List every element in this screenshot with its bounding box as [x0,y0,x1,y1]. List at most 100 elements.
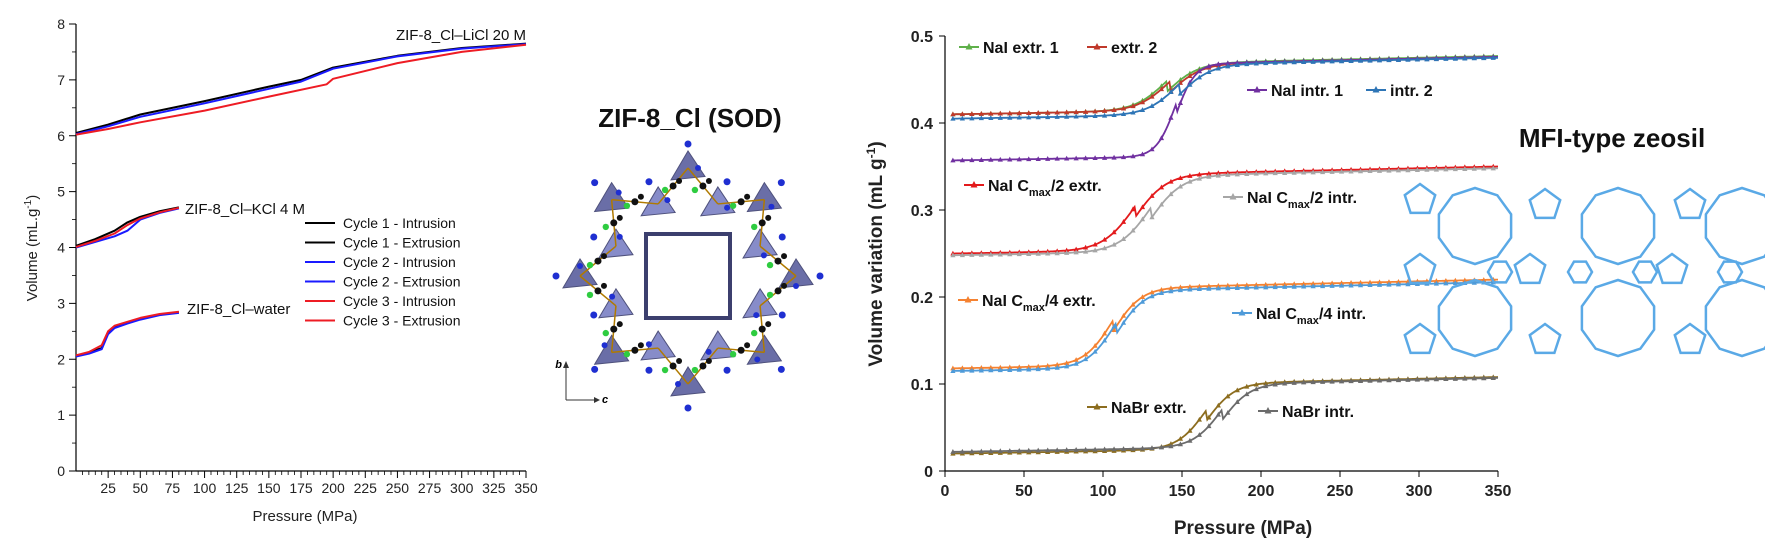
right-series-marker [1234,282,1240,288]
right-legend-marker [1093,403,1101,410]
right-series-marker [1395,167,1402,173]
chlorine-atom [691,186,699,194]
ten-membered-ring [1437,186,1513,266]
right-series-marker [1225,172,1231,177]
left-x-tick-label: 350 [514,480,538,496]
right-series-marker [969,252,975,257]
right-series-marker [1045,250,1051,256]
right-series-marker [1120,236,1127,241]
right-series-marker [1064,447,1070,452]
right-series-marker [1215,411,1221,417]
right-series-marker [1092,155,1098,161]
right-series-marker [1130,153,1136,159]
right-series-marker [1395,281,1402,287]
cage-square [644,232,732,320]
right-series-marker [1016,366,1022,372]
right-series-marker [1149,193,1155,198]
right-series-marker [1424,56,1430,62]
right-series-marker [1234,62,1240,67]
ten-membered-ring [1704,186,1765,266]
chlorine-atom [751,329,758,337]
carbon-atom [781,282,788,289]
right-series-marker [1282,170,1288,175]
right-series-marker [978,115,984,121]
right-series-marker [1253,282,1259,287]
nitrogen-atom [768,203,775,210]
left-x-tick-label: 325 [482,480,506,496]
left-x-tick-label: 275 [418,480,442,496]
right-legend-label: NaBr intr. [1282,404,1354,421]
right-series-marker [1149,293,1155,299]
right-series-marker [1320,58,1326,64]
nitrogen-atom [664,197,671,204]
right-series-marker [1471,165,1477,171]
annotation-licl: ZIF-8_Cl–LiCl 20 M [396,27,526,44]
right-series-marker [1215,65,1221,71]
left-y-tick-label: 4 [57,240,65,256]
right-series-marker [1092,446,1098,452]
carbon-atom [610,325,618,333]
right-series-marker [1310,59,1316,64]
carbon-atom [594,287,602,295]
right-series-marker [1272,284,1278,290]
legend-label: Cycle 3 - Intrusion [343,293,456,309]
carbon-atom [774,257,782,265]
right-series-marker [1064,109,1070,115]
chlorine-atom [602,329,609,337]
nitrogen-atom [760,252,767,259]
right-series-marker [997,110,1003,116]
right-series-marker [1158,97,1165,102]
right-series-marker [1130,445,1136,451]
five-membered-ring [1513,252,1547,285]
right-series-marker [1215,283,1221,288]
right-series-marker [1481,55,1487,61]
right-series-marker [969,157,975,163]
right-series-marker [1367,168,1373,174]
ten-membered-ring [1580,186,1656,266]
annotation-water: ZIF-8_Cl–water [187,301,290,318]
right-series-marker [1452,280,1458,286]
right-series-marker [1301,283,1307,289]
right-series-marker [1301,281,1307,286]
right-series-marker [1215,402,1221,408]
right-series-marker [1395,377,1402,383]
chlorine-atom [661,366,669,374]
crystal-axis-indicator: b c [555,359,608,406]
legend-label: Cycle 3 - Extrusion [343,313,460,329]
chlorine-atom [729,351,737,358]
right-series-marker [1035,156,1041,162]
carbon-atom [631,198,639,206]
right-legend-label: extr. 2 [1111,40,1157,57]
left-series-line [75,43,527,136]
right-series-marker [1301,379,1307,385]
right-series-marker [1405,167,1411,173]
right-series-marker [1414,167,1421,173]
right-legend-marker [1253,86,1261,93]
left-series-line [75,42,527,134]
chlorine-atom [623,202,631,209]
right-series-marker [1007,251,1013,257]
right-series-marker [1310,379,1316,385]
right-series-marker [1386,167,1392,173]
right-series-marker [1177,284,1184,290]
left-y-tick-label: 7 [57,72,65,88]
mfi-title: MFI-type zeosil [1519,123,1705,153]
carbon-atom [616,321,623,328]
right-legend-marker [1238,309,1246,316]
right-series-marker [1282,380,1288,386]
nitrogen-atom [723,366,731,374]
right-series-marker [1263,281,1269,287]
right-series-marker [1320,379,1326,384]
right-series-marker [1035,363,1041,369]
right-legend-label: NaBr extr. [1111,400,1187,417]
right-series-marker [1149,289,1155,295]
zn-tetrahedron [699,330,736,361]
zn-tetrahedron [670,150,706,181]
left-series-line [75,206,180,248]
right-series-marker [1215,170,1221,176]
carbon-atom [765,214,772,221]
right-series-marker [959,252,965,258]
right-series-marker [1405,377,1411,382]
right-series-marker [978,365,984,370]
right-y-tick-label: 0 [924,464,933,481]
